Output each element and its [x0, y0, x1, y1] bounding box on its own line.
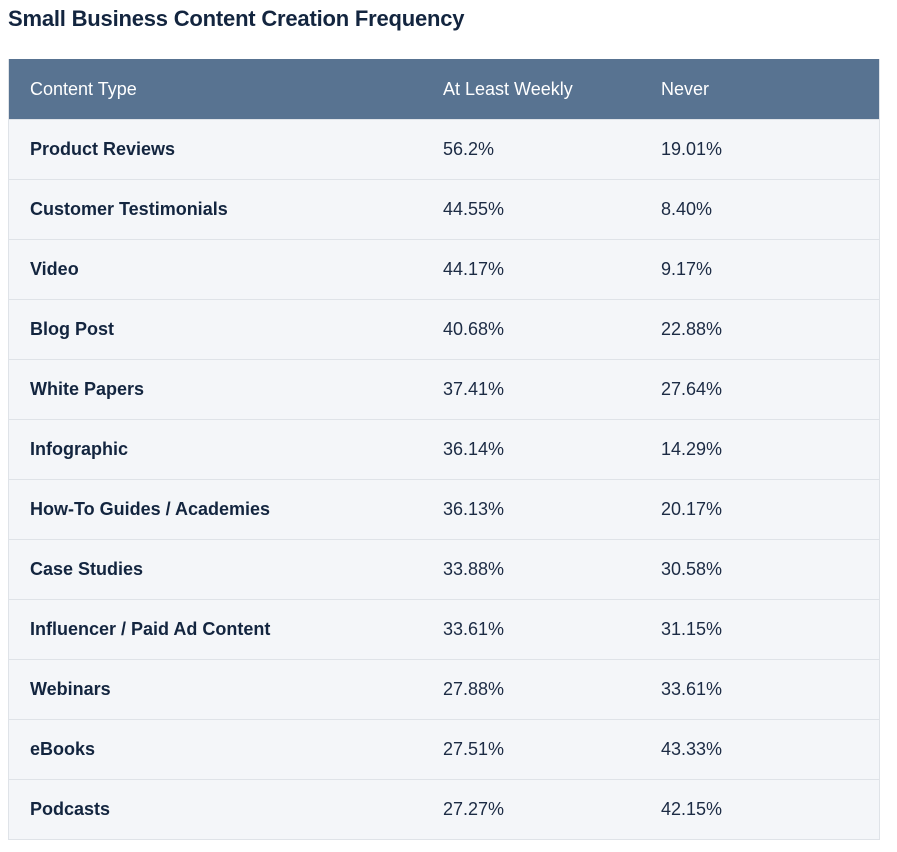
table-row: Blog Post 40.68% 22.88% — [9, 299, 879, 359]
content-type-cell: Product Reviews — [30, 139, 176, 159]
at-least-weekly-cell: 56.2% — [443, 139, 495, 159]
never-cell: 43.33% — [661, 739, 723, 759]
content-type-cell: Case Studies — [30, 559, 144, 579]
table-row: Product Reviews 56.2% 19.01% — [9, 119, 879, 179]
column-header-never: Never — [661, 78, 710, 99]
table-row: Influencer / Paid Ad Content 33.61% 31.15% — [9, 599, 879, 659]
table-row: Video 44.17% 9.17% — [9, 239, 879, 299]
content-type-cell: How-To Guides / Academies — [30, 499, 271, 519]
at-least-weekly-cell: 33.61% — [443, 619, 505, 639]
content-type-cell: Blog Post — [30, 319, 114, 339]
at-least-weekly-cell: 27.88% — [443, 679, 505, 699]
column-header-at-least-weekly: At Least Weekly — [443, 78, 573, 99]
content-type-cell: eBooks — [30, 739, 96, 759]
at-least-weekly-cell: 44.55% — [443, 199, 505, 219]
table-row: How-To Guides / Academies 36.13% 20.17% — [9, 479, 879, 539]
content-type-cell: Customer Testimonials — [30, 199, 228, 219]
table-row: Infographic 36.14% 14.29% — [9, 419, 879, 479]
at-least-weekly-cell: 33.88% — [443, 559, 505, 579]
content-type-cell: White Papers — [30, 379, 145, 399]
never-cell: 30.58% — [661, 559, 723, 579]
content-type-cell: Influencer / Paid Ad Content — [30, 619, 271, 639]
column-header-content-type: Content Type — [30, 78, 137, 99]
never-cell: 33.61% — [661, 679, 723, 699]
table-row: Podcasts 27.27% 42.15% — [9, 779, 879, 839]
at-least-weekly-cell: 44.17% — [443, 259, 505, 279]
at-least-weekly-cell: 27.51% — [443, 739, 505, 759]
never-cell: 20.17% — [661, 499, 723, 519]
never-cell: 22.88% — [661, 319, 723, 339]
table-row: Case Studies 33.88% 30.58% — [9, 539, 879, 599]
at-least-weekly-cell: 36.14% — [443, 439, 505, 459]
at-least-weekly-cell: 27.27% — [443, 799, 505, 819]
table-row: Customer Testimonials 44.55% 8.40% — [9, 179, 879, 239]
page-title: Small Business Content Creation Frequenc… — [8, 6, 465, 31]
content-type-cell: Podcasts — [30, 799, 111, 819]
table-row: White Papers 37.41% 27.64% — [9, 359, 879, 419]
never-cell: 9.17% — [661, 259, 713, 279]
never-cell: 42.15% — [661, 799, 723, 819]
content-type-cell: Video — [30, 259, 79, 279]
table-body: Product Reviews 56.2% 19.01% Customer Testi… — [9, 119, 879, 839]
content-frequency-table: Content Type At Least Weekly Never Produ… — [8, 59, 880, 840]
content-type-cell: Webinars — [30, 679, 111, 699]
never-cell: 19.01% — [661, 139, 723, 159]
at-least-weekly-cell: 36.13% — [443, 499, 505, 519]
never-cell: 14.29% — [661, 439, 723, 459]
never-cell: 27.64% — [661, 379, 723, 399]
at-least-weekly-cell: 37.41% — [443, 379, 505, 399]
at-least-weekly-cell: 40.68% — [443, 319, 505, 339]
content-type-cell: Infographic — [30, 439, 128, 459]
never-cell: 8.40% — [661, 199, 713, 219]
table-header-row: Content Type At Least Weekly Never — [9, 59, 879, 119]
table-row: eBooks 27.51% 43.33% — [9, 719, 879, 779]
never-cell: 31.15% — [661, 619, 723, 639]
table-row: Webinars 27.88% 33.61% — [9, 659, 879, 719]
